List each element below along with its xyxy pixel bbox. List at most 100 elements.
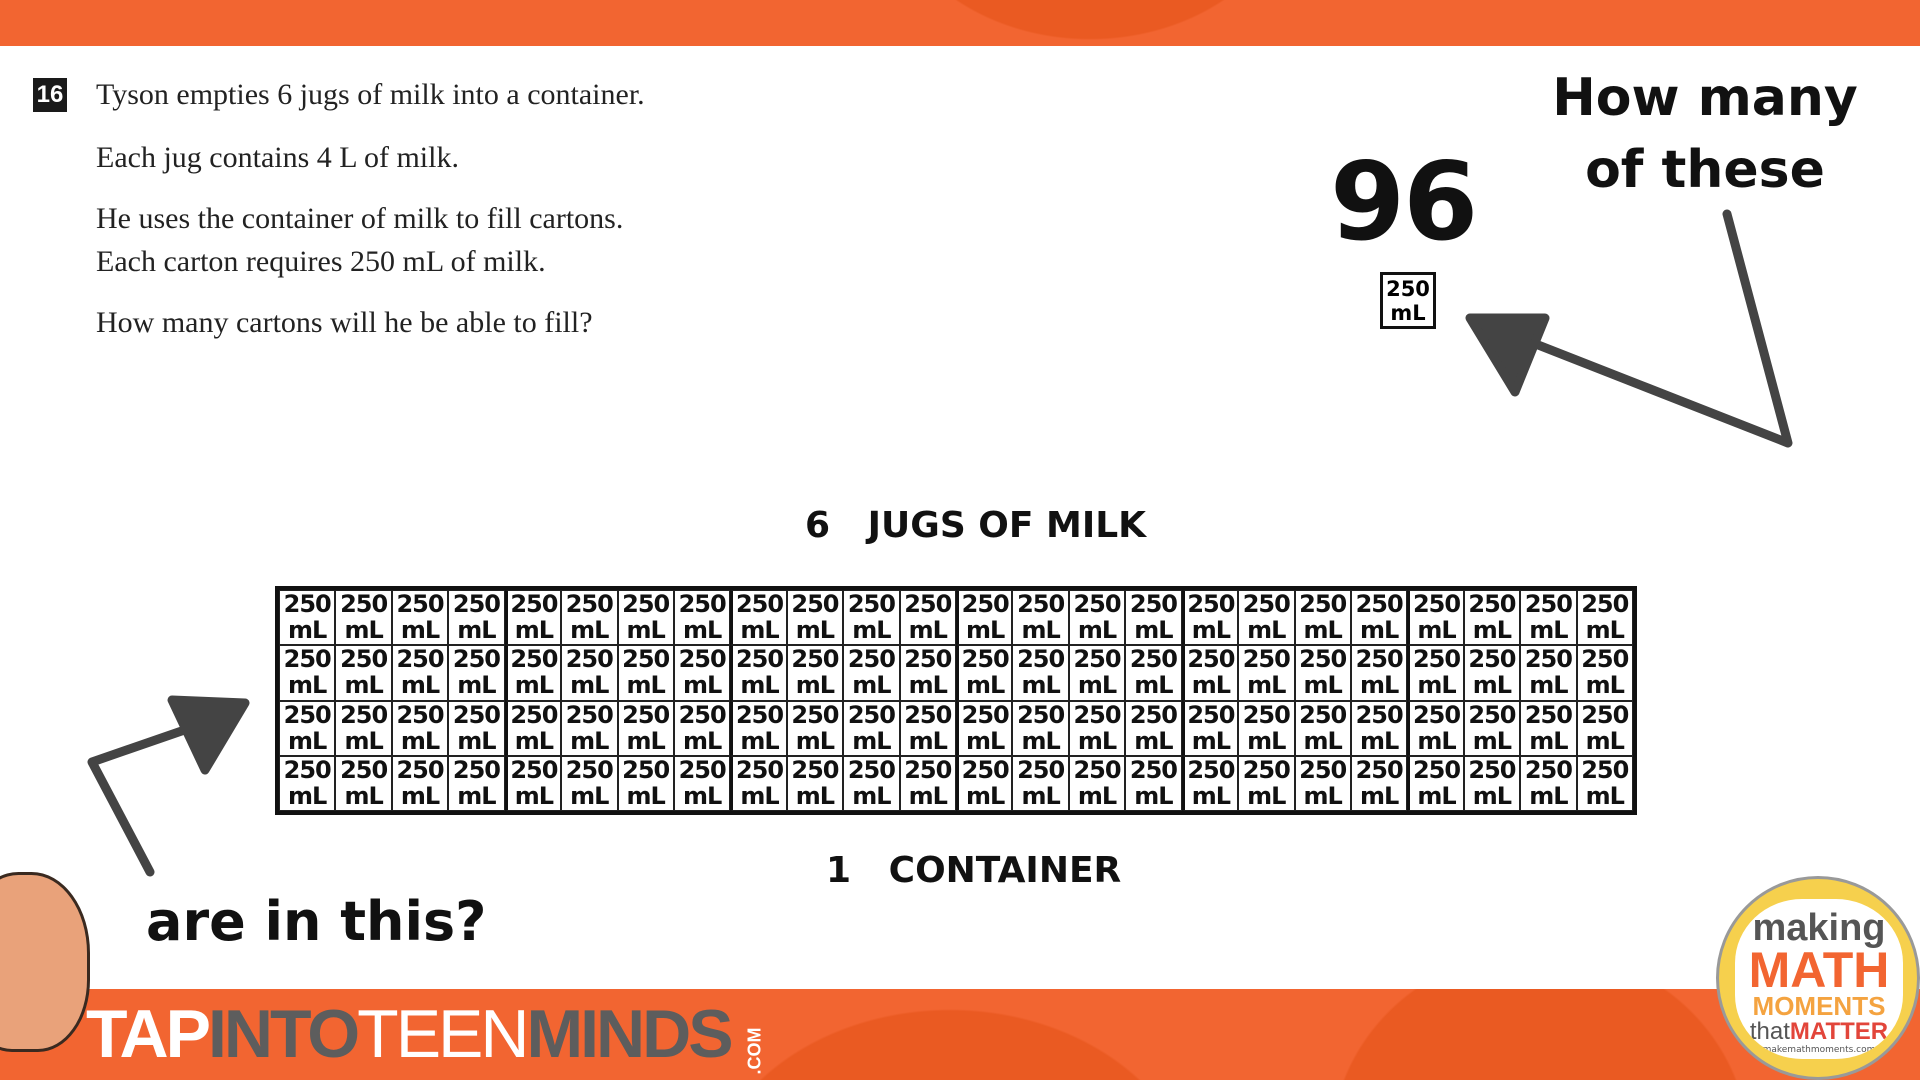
carton-cell: 250 mL [843, 755, 900, 811]
carton-cell: 250 mL [1125, 590, 1182, 646]
carton-cell: 250 mL [1238, 590, 1295, 646]
carton-cell: 250 mL [1407, 645, 1464, 701]
carton-cell: 250 mL [1012, 700, 1069, 756]
carton-cell: 250 mL [1294, 645, 1351, 701]
carton-cell: 250 mL [279, 755, 336, 811]
carton-cell: 250 mL [1520, 700, 1577, 756]
carton-cell: 250 mL [448, 755, 505, 811]
carton-cell: 250 mL [1576, 700, 1633, 756]
grid-label-bottom: 1 CONTAINER [826, 850, 1122, 891]
carton-cell: 250 mL [1407, 700, 1464, 756]
carton-cell: 250 mL [1463, 645, 1521, 701]
carton-cell: 250 mL [335, 755, 392, 811]
carton-cell: 250 mL [1576, 590, 1633, 646]
carton-cell: 250 mL [335, 700, 392, 756]
carton-cell: 250 mL [504, 645, 562, 701]
carton-cell: 250 mL [561, 645, 618, 701]
carton-cell: 250 mL [1012, 755, 1069, 811]
question-line: He uses the container of milk to fill ca… [96, 202, 624, 235]
carton-cell: 250 mL [730, 590, 787, 646]
carton-cell: 250 mL [617, 700, 674, 756]
prompt-line: of these [1585, 140, 1825, 200]
carton-cell: 250 mL [673, 700, 731, 756]
carton-cell: 250 mL [1520, 645, 1577, 701]
carton-cell: 250 mL [561, 755, 618, 811]
carton-cell: 250 mL [899, 590, 956, 646]
question-line: Each carton requires 250 mL of milk. [96, 245, 546, 278]
carton-cell: 250 mL [1576, 645, 1633, 701]
carton-cell: 250 mL [1068, 700, 1126, 756]
carton-cell: 250 mL [899, 700, 956, 756]
carton-cell: 250 mL [1125, 645, 1182, 701]
carton-cell: 250 mL [1012, 645, 1069, 701]
carton-cell: 250 mL [673, 590, 731, 646]
carton-cell: 250 mL [1350, 755, 1408, 811]
carton-cell: 250 mL [843, 700, 900, 756]
carton-unit: mL [1390, 301, 1426, 325]
carton-cell: 250 mL [504, 700, 562, 756]
carton-cell: 250 mL [561, 590, 618, 646]
carton-cell: 250 mL [730, 755, 787, 811]
carton-cell: 250 mL [1294, 755, 1351, 811]
question-line: How many cartons will he be able to fill… [96, 306, 593, 339]
question-line: Tyson empties 6 jugs of milk into a cont… [96, 78, 645, 111]
carton-cell: 250 mL [448, 645, 505, 701]
prompt-top: How many of these [1540, 62, 1870, 206]
carton-cell: 250 mL [504, 755, 562, 811]
carton-cell: 250 mL [617, 590, 674, 646]
carton-cell: 250 mL [1181, 700, 1239, 756]
carton-cell: 250 mL [1238, 755, 1295, 811]
carton-cell: 250 mL [1238, 700, 1295, 756]
carton-cell: 250 mL [1463, 700, 1521, 756]
carton-cell: 250 mL [956, 700, 1013, 756]
carton-amount: 250 [1386, 277, 1430, 301]
carton-cell: 250 mL [956, 590, 1013, 646]
carton-cell: 250 mL [279, 645, 336, 701]
carton-cell: 250 mL [1181, 590, 1239, 646]
carton-cell: 250 mL [391, 590, 449, 646]
carton-cell: 250 mL [956, 755, 1013, 811]
carton-cell: 250 mL [1350, 645, 1408, 701]
carton-cell: 250 mL [899, 755, 956, 811]
carton-cell: 250 mL [673, 645, 731, 701]
carton-cell: 250 mL [1350, 700, 1408, 756]
carton-cell: 250 mL [1294, 700, 1351, 756]
carton-cell: 250 mL [1407, 590, 1464, 646]
brand-logo: TAPINTOTEENMINDS .COM [86, 996, 765, 1075]
carton-cell: 250 mL [1181, 645, 1239, 701]
carton-cell: 250 mL [1125, 755, 1182, 811]
carton-cell: 250 mL [1068, 590, 1126, 646]
carton-cell: 250 mL [1068, 645, 1126, 701]
carton-cell: 250 mL [786, 700, 844, 756]
arrow-left-icon [87, 695, 250, 877]
carton-cell: 250 mL [391, 700, 449, 756]
container-grid: 250 mL 250 mL 250 mL 250 mL 250 mL 250 mL 250 mL 250 mL… [275, 586, 1637, 815]
prompt-bottom: are in this? [146, 890, 487, 953]
carton-cell: 250 mL [1576, 755, 1633, 811]
carton-cell: 250 mL [1068, 755, 1126, 811]
presenter-avatar [0, 872, 90, 1052]
carton-cell: 250 mL [335, 590, 392, 646]
mmm-logo: making MATH MOMENTS thatMATTER makemathm… [1716, 876, 1920, 1080]
answer-number: 96 [1330, 140, 1478, 265]
carton-cell: 250 mL [843, 590, 900, 646]
arrow-right-icon [1465, 209, 1793, 448]
prompt-line: How many [1552, 68, 1858, 128]
carton-cell: 250 mL [1463, 590, 1521, 646]
carton-cell: 250 mL [279, 590, 336, 646]
carton-cell: 250 mL [617, 645, 674, 701]
carton-cell: 250 mL [1520, 590, 1577, 646]
carton-cell: 250 mL [1125, 700, 1182, 756]
carton-cell: 250 mL [617, 755, 674, 811]
carton-cell: 250 mL [786, 590, 844, 646]
carton-cell: 250 mL [730, 700, 787, 756]
carton-cell: 250 mL [1520, 755, 1577, 811]
grid-label-top: 6 JUGS OF MILK [805, 505, 1147, 546]
question-line: Each jug contains 4 L of milk. [96, 141, 459, 174]
carton-cell: 250 mL [899, 645, 956, 701]
carton-cell: 250 mL [1463, 755, 1521, 811]
carton-cell: 250 mL [843, 645, 900, 701]
carton-cell: 250 mL [1238, 645, 1295, 701]
carton-cell: 250 mL [448, 700, 505, 756]
carton-cell: 250 mL [1012, 590, 1069, 646]
